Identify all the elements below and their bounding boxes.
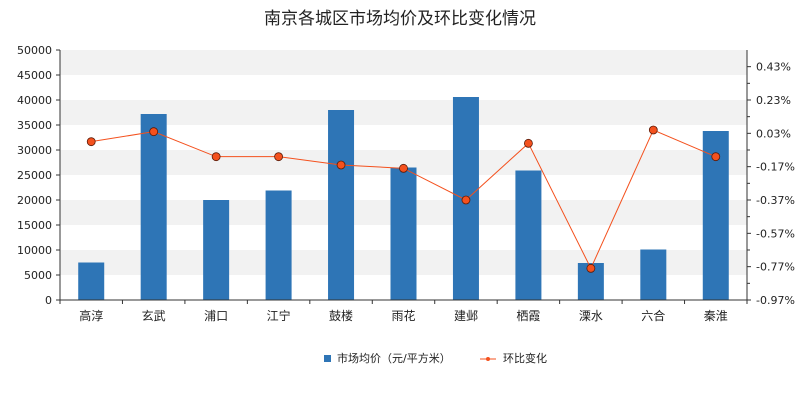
left-tick-label: 25000 xyxy=(17,169,52,182)
bar-series xyxy=(78,97,729,300)
right-tick-label: -0.97% xyxy=(756,294,795,307)
x-category-label: 高淳 xyxy=(79,308,103,323)
line-point xyxy=(586,263,596,273)
left-tick-label: 35000 xyxy=(17,119,52,132)
x-category-label: 浦口 xyxy=(204,309,228,323)
legend-bar-label: 市场均价（元/平方米） xyxy=(337,351,451,365)
right-tick-label: 0.03% xyxy=(756,127,791,140)
x-category-label: 溧水 xyxy=(579,309,603,323)
bar xyxy=(515,170,542,300)
left-tick-label: 30000 xyxy=(17,144,52,157)
x-category-label: 六合 xyxy=(641,308,665,323)
line-point xyxy=(711,152,721,162)
grid-bands xyxy=(60,50,747,275)
x-category-label: 鼓楼 xyxy=(329,308,353,323)
legend-line-marker xyxy=(486,357,490,361)
line-point xyxy=(648,125,658,135)
left-tick-label: 15000 xyxy=(17,219,52,232)
line-point xyxy=(336,160,346,170)
left-tick-label: 5000 xyxy=(24,269,52,282)
left-tick-label: 10000 xyxy=(17,244,52,257)
right-tick-label: -0.77% xyxy=(756,261,795,274)
left-tick-label: 50000 xyxy=(17,44,52,57)
bar xyxy=(640,249,667,300)
left-tick-label: 20000 xyxy=(17,194,52,207)
left-tick-label: 40000 xyxy=(17,94,52,107)
legend-line-label: 环比变化 xyxy=(503,351,547,365)
grid-band xyxy=(60,50,747,75)
x-category-label: 雨花 xyxy=(391,308,415,323)
bar xyxy=(140,114,167,300)
right-tick-label: 0.23% xyxy=(756,94,791,107)
right-axis-ticks: -0.97% -0.77% -0.57% -0.37% -0.17% 0.03% 0.23%… xyxy=(747,61,795,307)
line-point xyxy=(524,138,533,148)
bar xyxy=(78,262,105,300)
bar xyxy=(265,190,292,300)
bar xyxy=(203,200,230,300)
x-category-label: 江宁 xyxy=(267,308,291,323)
left-tick-label: 45000 xyxy=(17,69,52,82)
x-category-label: 秦淮 xyxy=(704,309,728,323)
legend: 市场均价（元/平方米） 环比变化 xyxy=(324,351,547,365)
grid-band xyxy=(60,100,747,125)
line-point xyxy=(211,152,221,162)
bar xyxy=(328,110,355,300)
x-category-label: 栖霞 xyxy=(516,308,540,323)
right-tick-label: -0.57% xyxy=(756,227,795,240)
line-point xyxy=(461,195,471,205)
x-category-label: 建邺 xyxy=(454,309,478,323)
line-point xyxy=(86,137,96,147)
left-tick-label: 0 xyxy=(45,294,52,307)
legend-bar-swatch xyxy=(324,355,331,362)
x-category-label: 玄武 xyxy=(142,308,166,323)
line-point xyxy=(399,163,408,173)
bar xyxy=(390,167,417,300)
right-tick-label: -0.17% xyxy=(756,161,795,174)
line-point xyxy=(274,152,283,162)
x-axis-labels: 高淳 玄武 浦口 江宁 鼓楼 雨花 建邺 栖霞 溧水 六合 秦淮 xyxy=(59,300,748,323)
line-series xyxy=(86,125,721,273)
left-axis-ticks: 0 5000 10000 15000 20000 25000 30000 35000 40000… xyxy=(17,44,60,307)
chart-title: 南京各城区市场均价及环比变化情况 xyxy=(264,9,536,29)
right-tick-label: -0.37% xyxy=(756,194,795,207)
line-point xyxy=(149,127,159,137)
right-tick-label: 0.43% xyxy=(756,61,791,74)
